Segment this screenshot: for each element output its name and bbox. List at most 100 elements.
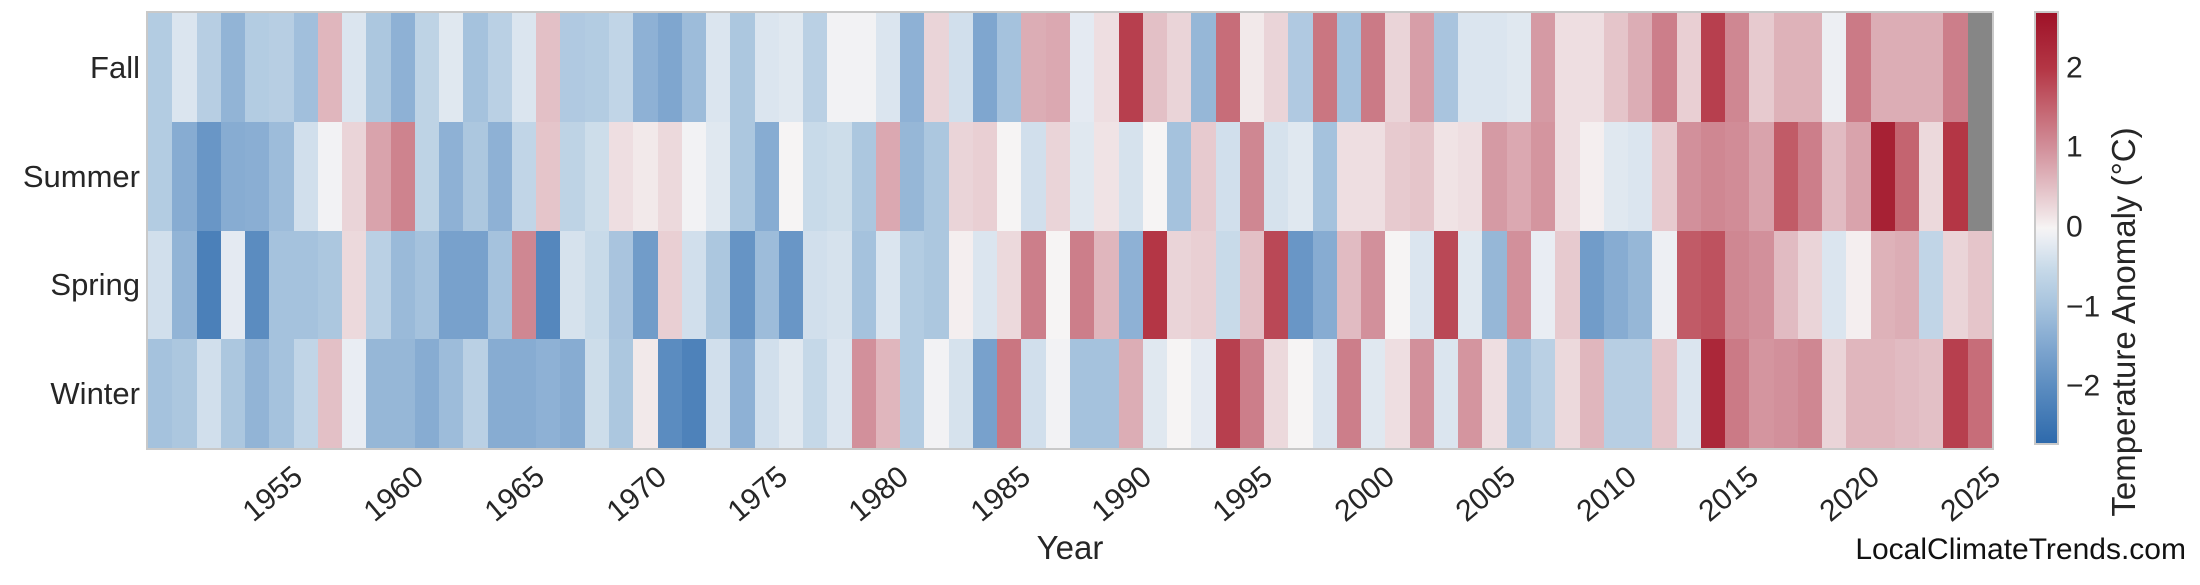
heatmap-cell <box>1749 339 1774 448</box>
heatmap-cell <box>1312 339 1337 448</box>
heatmap-cell <box>1579 13 1604 122</box>
heatmap-cell <box>390 339 415 448</box>
heatmap-cell <box>1239 13 1265 122</box>
heatmap-cell <box>900 121 925 231</box>
heatmap-cell <box>1700 121 1726 231</box>
heatmap-cell <box>342 230 367 340</box>
heatmap-cell <box>148 339 173 448</box>
heatmap-cell <box>1531 121 1556 231</box>
heatmap-cell <box>245 121 270 231</box>
heatmap-cell <box>1919 13 1944 122</box>
heatmap-cell <box>657 121 682 231</box>
heatmap-cell <box>1336 13 1362 122</box>
heatmap-cell <box>1215 121 1240 231</box>
heatmap-cell <box>342 339 367 448</box>
heatmap-cell <box>875 339 901 448</box>
heatmap-cell <box>1603 121 1629 231</box>
x-axis-title: Year <box>1036 529 1104 566</box>
heatmap-cell <box>1894 230 1920 340</box>
heatmap-cell <box>875 121 901 231</box>
y-axis-labels: Fall Summer Spring Winter <box>0 13 140 448</box>
heatmap-cell <box>1870 121 1895 231</box>
heatmap-cell <box>1094 121 1119 231</box>
heatmap-cell <box>1094 13 1119 122</box>
heatmap-cell <box>1070 121 1095 231</box>
heatmap-cell <box>1603 230 1629 340</box>
heatmap-cell <box>1676 230 1701 340</box>
colorbar-tick-label: 1 <box>2066 130 2083 164</box>
heatmap-cell <box>1846 230 1871 340</box>
heatmap-cell <box>1361 339 1386 448</box>
heatmap-cell <box>196 13 221 122</box>
heatmap-cell <box>366 121 391 231</box>
heatmap-cell <box>1191 13 1216 122</box>
heatmap-cell <box>1385 13 1410 122</box>
heatmap-cell <box>536 13 561 122</box>
heatmap-cell <box>851 339 876 448</box>
heatmap-cell <box>1094 230 1119 340</box>
heatmap-cell <box>414 339 440 448</box>
heatmap-cell <box>1700 339 1726 448</box>
heatmap-cell <box>730 230 755 340</box>
heatmap-cell <box>972 339 998 448</box>
heatmap-cell <box>1555 230 1580 340</box>
heatmap-cell <box>1458 121 1483 231</box>
x-tick-label: 1960 <box>357 460 430 529</box>
heatmap-cell <box>1822 339 1847 448</box>
heatmap-cell <box>269 121 294 231</box>
heatmap-cell <box>269 339 294 448</box>
heatmap-cell <box>366 13 391 122</box>
x-tick-label: 2025 <box>1934 460 2008 529</box>
heatmap-cell <box>1118 339 1143 448</box>
watermark: LocalClimateTrends.com <box>1855 533 2186 566</box>
heatmap-cell <box>1579 230 1604 340</box>
heatmap-cell <box>803 230 828 340</box>
heatmap-cell <box>220 230 246 340</box>
heatmap-cell <box>220 339 246 448</box>
heatmap-cell <box>1264 13 1289 122</box>
heatmap-cell <box>439 121 464 231</box>
heatmap-cell <box>1458 339 1483 448</box>
heatmap-cell <box>148 230 173 340</box>
heatmap-cell <box>875 230 901 340</box>
colorbar-tick-label: 0 <box>2066 210 2083 244</box>
heatmap-cell <box>511 121 537 231</box>
heatmap-cell <box>1312 121 1337 231</box>
heatmap-cell <box>487 339 512 448</box>
heatmap-cell <box>1288 230 1313 340</box>
heatmap-cell <box>1894 121 1920 231</box>
x-tick-label: 1995 <box>1206 460 1280 529</box>
heatmap-cell <box>1191 121 1216 231</box>
heatmap-cell <box>609 13 634 122</box>
heatmap-cell <box>1797 121 1823 231</box>
heatmap-cell <box>293 230 318 340</box>
heatmap-cell <box>730 339 755 448</box>
row-label-winter: Winter <box>50 376 140 412</box>
heatmap-cell <box>948 121 973 231</box>
heatmap-cell <box>536 230 561 340</box>
heatmap-cell <box>439 13 464 122</box>
heatmap-cell <box>1142 13 1168 122</box>
heatmap-cell <box>657 339 682 448</box>
heatmap-cell <box>1385 230 1410 340</box>
heatmap-cell <box>560 230 585 340</box>
heatmap-cell <box>1045 13 1070 122</box>
heatmap-cell <box>633 13 658 122</box>
heatmap-cell <box>1264 230 1289 340</box>
heatmap-cell <box>1239 339 1265 448</box>
heatmap-cell <box>1773 230 1798 340</box>
heatmap-cell <box>172 13 197 122</box>
heatmap-cell <box>1045 339 1070 448</box>
heatmap-cell <box>1118 121 1143 231</box>
heatmap-cell <box>1749 121 1774 231</box>
heatmap-cell <box>1870 339 1895 448</box>
x-tick-label: 1975 <box>721 460 794 529</box>
heatmap-cell <box>172 121 197 231</box>
heatmap-cell <box>609 121 634 231</box>
heatmap-cell <box>1385 339 1410 448</box>
heatmap-cell <box>803 339 828 448</box>
heatmap-cell <box>245 13 270 122</box>
heatmap-cell <box>1336 339 1362 448</box>
heatmap-cell <box>803 121 828 231</box>
heatmap-cell <box>827 13 852 122</box>
